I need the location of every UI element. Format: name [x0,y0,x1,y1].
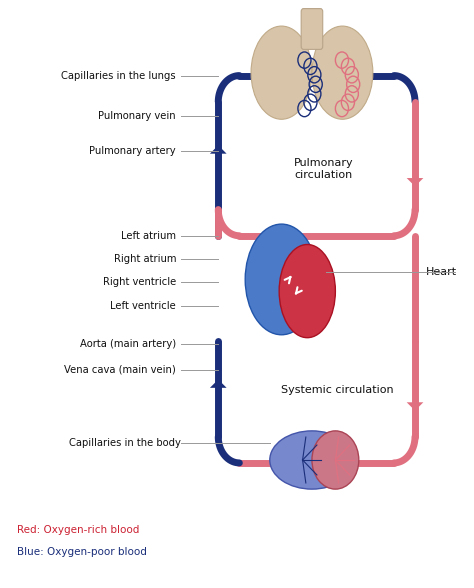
Text: Pulmonary artery: Pulmonary artery [90,146,176,156]
Ellipse shape [251,26,312,119]
Ellipse shape [312,431,359,489]
Text: Right atrium: Right atrium [114,254,176,264]
Ellipse shape [279,245,336,338]
Ellipse shape [312,26,373,119]
Text: Capillaries in the body: Capillaries in the body [69,437,181,447]
Text: Systemic circulation: Systemic circulation [282,385,394,395]
Text: Left ventricle: Left ventricle [110,300,176,310]
Text: Capillaries in the lungs: Capillaries in the lungs [62,71,176,81]
Text: Aorta (main artery): Aorta (main artery) [80,339,176,349]
Text: Red: Oxygen-rich blood: Red: Oxygen-rich blood [17,525,139,535]
Text: Pulmonary
circulation: Pulmonary circulation [294,158,354,179]
Text: Vena cava (main vein): Vena cava (main vein) [64,365,176,375]
Ellipse shape [270,431,354,489]
Ellipse shape [245,224,318,335]
Text: Right ventricle: Right ventricle [103,278,176,288]
Text: Left atrium: Left atrium [121,230,176,240]
FancyBboxPatch shape [301,9,323,49]
Text: Heart: Heart [426,267,457,277]
Text: Blue: Oxygen-poor blood: Blue: Oxygen-poor blood [17,547,147,557]
Text: Pulmonary vein: Pulmonary vein [99,111,176,121]
